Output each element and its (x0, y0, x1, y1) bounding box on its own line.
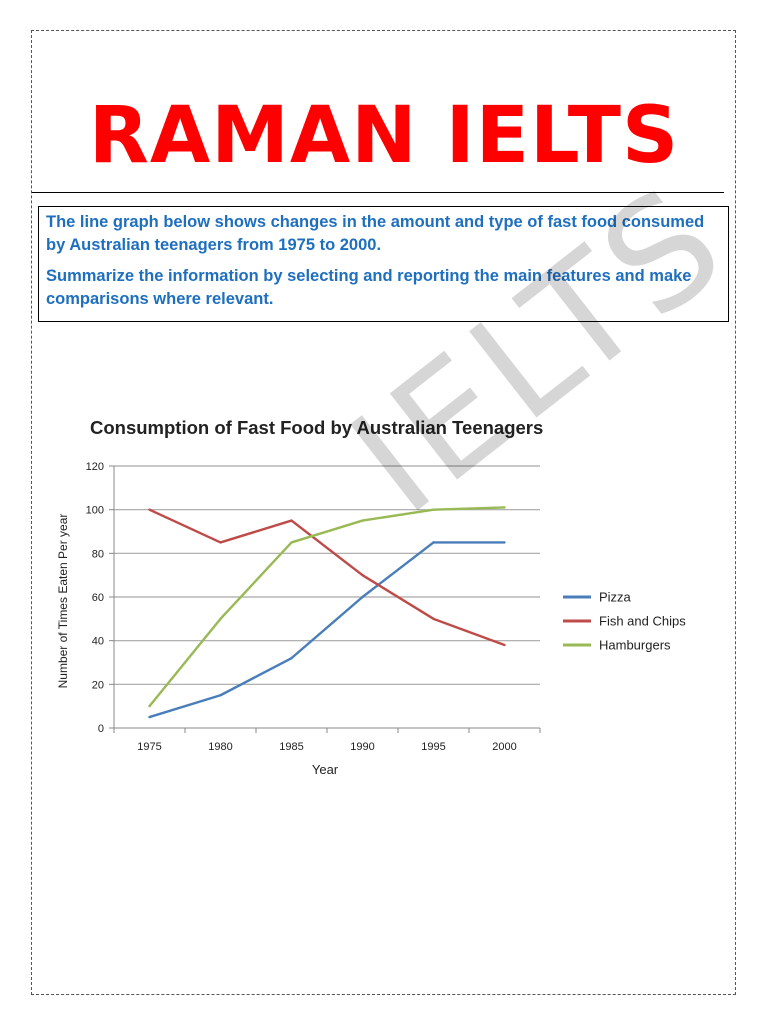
x-axis-label: Year (312, 762, 339, 777)
y-axis-label: Number of Times Eaten Per year (56, 514, 70, 689)
legend-label: Fish and Chips (599, 614, 686, 629)
line-chart: Consumption of Fast Food by Australian T… (56, 417, 686, 777)
x-tick-label: 1980 (208, 741, 232, 753)
series-line-hamburgers (148, 506, 505, 707)
y-tick-label: 0 (98, 723, 104, 735)
series-line-pizza (149, 541, 505, 719)
task-prompt-line-2: Summarize the information by selecting a… (46, 267, 692, 308)
data-point (290, 541, 293, 544)
chart-area: Consumption of Fast Food by Australian T… (48, 408, 728, 798)
x-tick-label: 1975 (137, 741, 161, 753)
data-point (361, 573, 364, 577)
data-point (432, 541, 435, 544)
y-tick-label: 40 (92, 636, 104, 648)
y-tick-label: 60 (92, 592, 104, 604)
data-point (432, 508, 435, 511)
task-prompt-box: The line graph below shows changes in th… (38, 206, 729, 322)
y-tick-label: 100 (86, 505, 104, 517)
x-tick-label: 1990 (350, 741, 374, 753)
task-prompt-line-1: The line graph below shows changes in th… (46, 213, 705, 254)
data-point (290, 519, 293, 522)
legend-label: Pizza (599, 590, 632, 605)
data-point (219, 694, 222, 697)
data-point (503, 643, 506, 647)
data-point (290, 656, 293, 660)
data-point (219, 541, 222, 544)
x-tick-label: 1995 (421, 741, 445, 753)
data-point (148, 715, 151, 719)
data-point (148, 508, 151, 511)
y-tick-label: 20 (92, 679, 104, 691)
header-divider (32, 192, 724, 193)
data-point (503, 541, 506, 544)
data-point (148, 704, 151, 708)
series-line-fish-and-chips (148, 508, 505, 647)
page-border (31, 30, 736, 995)
data-point (361, 595, 364, 599)
data-point (432, 617, 435, 621)
chart-title: Consumption of Fast Food by Australian T… (90, 417, 543, 438)
legend-label: Hamburgers (599, 638, 671, 653)
x-tick-label: 2000 (492, 741, 516, 753)
y-tick-label: 120 (86, 461, 104, 473)
brand-title: RAMAN IELTS (88, 91, 680, 181)
data-point (361, 519, 364, 522)
data-point (219, 617, 222, 621)
x-tick-label: 1985 (279, 741, 303, 753)
data-point (503, 506, 506, 509)
y-tick-label: 80 (92, 548, 104, 560)
